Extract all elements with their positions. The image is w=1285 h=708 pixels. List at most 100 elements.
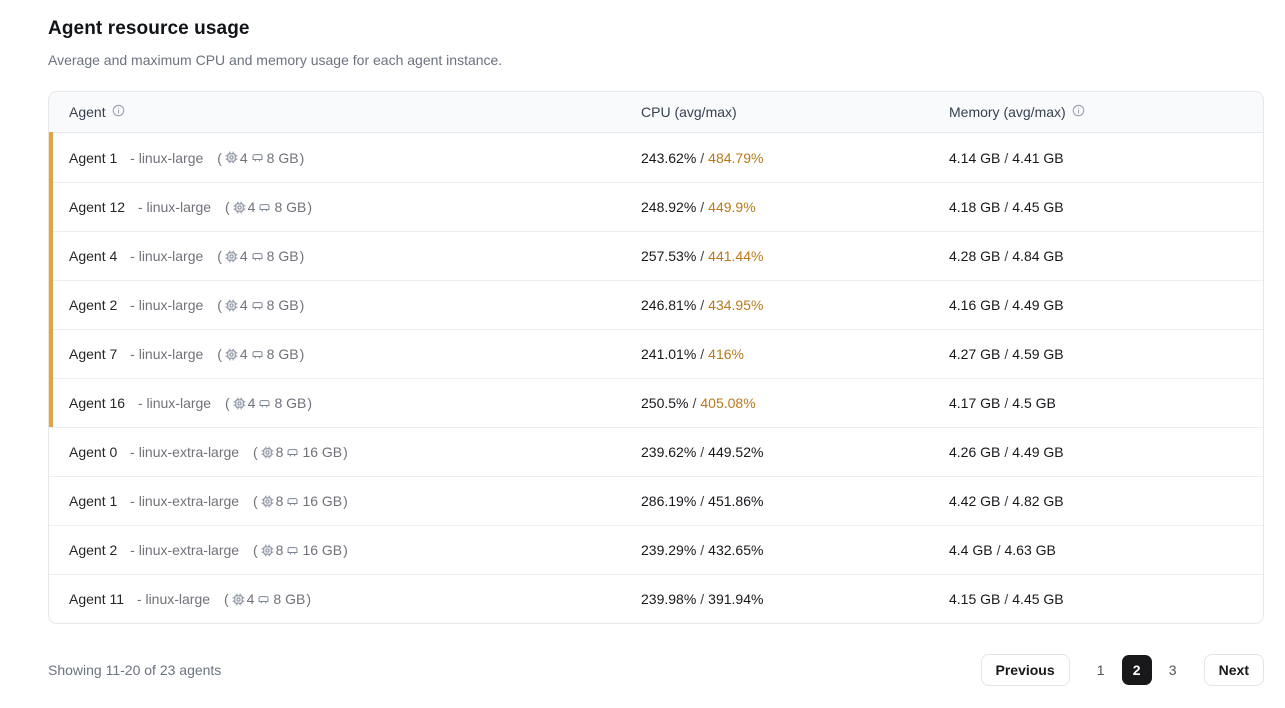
page-button-3[interactable]: 3	[1158, 655, 1188, 685]
agent-cores: 4	[239, 346, 248, 362]
mem-max-value: 4.49 GB	[1012, 297, 1064, 313]
mem-max-value: 4.5 GB	[1012, 395, 1056, 411]
info-icon[interactable]	[1072, 104, 1085, 120]
agent-instance-type: - linux-extra-large	[130, 542, 240, 558]
column-label-memory: Memory (avg/max)	[949, 104, 1066, 120]
cpu-avg-value: 248.92%	[641, 199, 697, 215]
cpu-max-value: 441.44%	[708, 248, 764, 264]
results-summary: Showing 11-20 of 23 agents	[48, 662, 222, 678]
agent-instance-type: - linux-large	[130, 248, 204, 264]
agent-cores: 8	[275, 444, 284, 460]
agent-name: Agent 16	[69, 395, 126, 411]
agent-cores: 4	[239, 297, 248, 313]
agent-cores: 4	[239, 248, 248, 264]
agent-name: Agent 7	[69, 346, 118, 362]
mem-avg-value: 4.42 GB	[949, 493, 1001, 509]
cpu-chip-icon	[261, 494, 274, 508]
memory-usage-cell: 4.14 GB/4.41 GB	[929, 150, 1263, 166]
mem-max-value: 4.45 GB	[1012, 591, 1064, 607]
page-number-group: 1 2 3	[1086, 655, 1188, 685]
agent-specs: ( 4 8 GB )	[217, 248, 304, 264]
cpu-max-value: 391.94%	[708, 591, 764, 607]
page-subtitle: Average and maximum CPU and memory usage…	[48, 52, 503, 68]
agent-name: Agent 12	[69, 199, 126, 215]
agent-cell: Agent 16 - linux-large ( 4	[49, 395, 621, 411]
table-row: Agent 12 - linux-large ( 4	[49, 182, 1263, 232]
cpu-avg-value: 243.62%	[641, 149, 697, 166]
info-icon[interactable]	[112, 104, 125, 120]
page-button-1[interactable]: 1	[1086, 655, 1116, 685]
memory-usage-cell: 4.28 GB/4.84 GB	[929, 248, 1263, 264]
mem-max-value: 4.59 GB	[1012, 346, 1064, 362]
memory-usage-cell: 4.4 GB/4.63 GB	[929, 542, 1263, 558]
value-separator: /	[692, 395, 697, 411]
cpu-usage-cell: 239.29%/432.65%	[621, 542, 929, 558]
table-row: Agent 2 - linux-large ( 4	[49, 280, 1263, 330]
agent-resource-usage-page: Agent resource usage Average and maximum…	[48, 18, 1264, 686]
agent-name: Agent 1	[69, 493, 118, 509]
agent-cores: 8	[275, 542, 284, 558]
cpu-chip-icon	[225, 298, 238, 312]
value-separator: /	[700, 591, 705, 607]
value-separator: /	[700, 149, 705, 166]
cpu-usage-cell: 243.62%/484.79%	[621, 150, 929, 166]
next-page-button[interactable]: Next	[1203, 654, 1264, 686]
cpu-usage-cell: 250.5%/405.08%	[621, 395, 929, 411]
agent-cell: Agent 1 - linux-extra-large ( 8	[49, 493, 621, 509]
value-separator: /	[700, 297, 705, 313]
agent-instance-type: - linux-extra-large	[130, 444, 240, 460]
memory-icon	[251, 299, 264, 312]
agent-name: Agent 1	[69, 149, 118, 166]
memory-usage-cell: 4.17 GB/4.5 GB	[929, 395, 1263, 411]
spec-open-paren: (	[252, 542, 258, 558]
spec-open-paren: (	[217, 248, 222, 264]
cpu-avg-value: 250.5%	[641, 395, 689, 411]
mem-avg-value: 4.28 GB	[949, 248, 1001, 264]
memory-usage-cell: 4.42 GB/4.82 GB	[929, 493, 1263, 509]
cpu-avg-value: 286.19%	[641, 493, 697, 509]
previous-page-button[interactable]: Previous	[980, 654, 1070, 686]
agent-instance-type: - linux-large	[137, 395, 212, 411]
value-separator: /	[1004, 591, 1009, 607]
value-separator: /	[1004, 199, 1009, 215]
table-row: Agent 4 - linux-large ( 4	[49, 231, 1263, 281]
table-row: Agent 2 - linux-extra-large ( 8	[49, 525, 1263, 574]
agent-ram: 16 GB	[302, 444, 343, 460]
agent-ram: 8 GB	[266, 297, 299, 313]
memory-usage-cell: 4.27 GB/4.59 GB	[929, 346, 1263, 362]
table-header-row: Agent CPU (avg/max) Memory (avg/max)	[49, 92, 1263, 133]
mem-avg-value: 4.26 GB	[949, 444, 1001, 460]
table-row: Agent 16 - linux-large ( 4	[49, 378, 1263, 428]
memory-usage-cell: 4.18 GB/4.45 GB	[929, 199, 1263, 215]
agent-cell: Agent 11 - linux-large ( 4	[49, 591, 621, 607]
cpu-usage-cell: 246.81%/434.95%	[621, 297, 929, 313]
agent-specs: ( 4 8 GB )	[224, 591, 311, 607]
cpu-chip-icon	[261, 445, 274, 459]
cpu-avg-value: 246.81%	[641, 297, 697, 313]
value-separator: /	[1004, 444, 1009, 460]
spec-open-paren: (	[223, 591, 229, 607]
column-label-cpu: CPU (avg/max)	[641, 104, 737, 120]
table-row: Agent 1 - linux-large ( 4	[49, 132, 1263, 183]
agent-name: Agent 4	[69, 248, 118, 264]
mem-max-value: 4.84 GB	[1012, 248, 1064, 264]
memory-icon	[251, 250, 264, 263]
agent-cores: 4	[247, 199, 256, 215]
value-separator: /	[700, 493, 705, 509]
cpu-usage-cell: 241.01%/416%	[621, 346, 929, 362]
mem-avg-value: 4.15 GB	[949, 591, 1001, 607]
page-button-2[interactable]: 2	[1121, 655, 1152, 685]
cpu-usage-cell: 257.53%/441.44%	[621, 248, 929, 264]
agent-specs: ( 4 8 GB )	[217, 346, 304, 362]
agent-name: Agent 0	[69, 444, 118, 460]
spec-open-paren: (	[224, 395, 230, 411]
agent-ram: 8 GB	[266, 149, 299, 166]
cpu-chip-icon	[225, 347, 238, 361]
table-row: Agent 0 - linux-extra-large ( 8	[49, 427, 1263, 476]
table-footer: Showing 11-20 of 23 agents Previous 1 2 …	[48, 654, 1264, 686]
value-separator: /	[1004, 395, 1009, 411]
value-separator: /	[700, 542, 705, 558]
agent-cell: Agent 2 - linux-extra-large ( 8	[49, 542, 621, 558]
cpu-max-value: 434.95%	[708, 297, 764, 313]
agent-cell: Agent 7 - linux-large ( 4	[49, 346, 621, 362]
